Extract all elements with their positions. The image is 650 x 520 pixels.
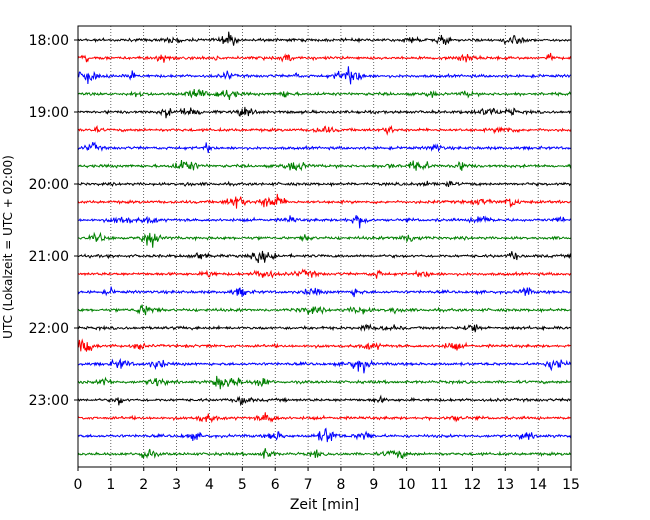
x-axis-label: Zeit [min]: [290, 497, 359, 513]
trace-line: [77, 338, 572, 352]
x-tick-label: 2: [139, 477, 148, 493]
trace-line: [77, 141, 572, 154]
x-tick-label: 3: [172, 477, 181, 493]
y-tick-label: 18:00: [29, 33, 69, 49]
y-axis: 18:00 19:00 20:00 21:00 22:00 23:00: [29, 33, 78, 409]
trace-line: [77, 304, 571, 316]
trace-group: [77, 31, 572, 459]
x-tick-label: 15: [562, 477, 580, 493]
x-tick-label: 7: [304, 477, 313, 493]
trace-line: [77, 375, 572, 390]
x-axis: 0 1 2 3 4 5 6 7 8 9 10 11 12 13 14 15: [74, 467, 580, 493]
trace-line: [77, 448, 572, 459]
trace-line: [77, 180, 572, 188]
x-tick-label: 14: [529, 477, 547, 493]
plot-frame: [77, 25, 572, 468]
trace-line: [77, 193, 572, 209]
y-axis-label: UTC (Lokalzeit = UTC + 02:00): [1, 155, 15, 339]
trace-line: [77, 323, 572, 333]
trace-line: [77, 31, 572, 46]
y-tick-label: 21:00: [29, 249, 69, 265]
x-tick-label: 4: [205, 477, 214, 493]
trace-line: [77, 357, 572, 374]
x-tick-label: 11: [431, 477, 449, 493]
x-tick-label: 13: [496, 477, 514, 493]
trace-line: [77, 286, 572, 298]
trace-line: [77, 124, 572, 136]
x-tick-label: 10: [398, 477, 416, 493]
trace-line: [77, 160, 572, 172]
x-tick-label: 9: [369, 477, 378, 493]
x-tick-label: 5: [238, 477, 247, 493]
trace-line: [77, 268, 572, 279]
trace-line: [77, 394, 572, 407]
trace-line: [77, 427, 572, 443]
trace-line: [77, 88, 572, 100]
x-tick-label: 1: [106, 477, 115, 493]
x-tick-label: 0: [74, 477, 83, 493]
trace-line: [77, 215, 572, 229]
trace-line: [77, 250, 572, 264]
x-tick-label: 12: [463, 477, 481, 493]
y-tick-label: 23:00: [29, 393, 69, 409]
y-tick-label: 19:00: [29, 105, 69, 121]
x-tick-label: 8: [336, 477, 345, 493]
y-tick-label: 20:00: [29, 177, 69, 193]
trace-line: [77, 231, 572, 248]
trace-line: [77, 66, 572, 85]
trace-line: [77, 412, 572, 424]
trace-line: [77, 52, 572, 63]
trace-line: [77, 106, 572, 119]
x-tick-label: 6: [271, 477, 280, 493]
y-tick-label: 22:00: [29, 321, 69, 337]
